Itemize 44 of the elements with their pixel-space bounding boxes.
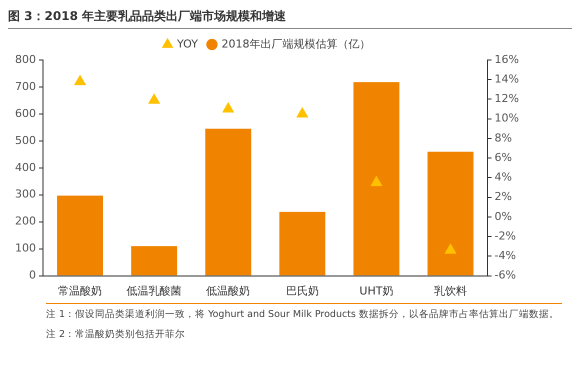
y2-tick-label: 2% bbox=[494, 190, 512, 204]
point bbox=[296, 107, 308, 118]
x-tick-label: 低温乳酸菌 bbox=[126, 284, 182, 298]
x-tick-label: 常温酸奶 bbox=[58, 284, 102, 298]
bar bbox=[279, 212, 326, 276]
y2-tick-label: -4% bbox=[494, 249, 516, 262]
y2-tick-label: -6% bbox=[494, 268, 516, 282]
y-tick-label: 500 bbox=[14, 134, 36, 147]
y-tick-label: 800 bbox=[14, 52, 36, 66]
x-tick-label: 巴氏奶 bbox=[286, 284, 319, 298]
bar bbox=[205, 128, 252, 276]
bar bbox=[428, 152, 474, 276]
x-tick-label: UHT奶 bbox=[359, 284, 394, 298]
y-tick-label: 600 bbox=[14, 106, 36, 120]
y2-tick-label: 0% bbox=[494, 210, 512, 223]
point bbox=[222, 102, 234, 113]
y2-tick-label: 10% bbox=[494, 112, 520, 125]
point bbox=[444, 244, 456, 254]
text: 注 1：假设同品类渠道利润一致，将 Yoghurt and Sour Milk Products 数据拆分，以各品牌市占率估算出厂端数据。 bbox=[46, 308, 560, 321]
text: 注 2：常温酸奶类别包括开菲尔 bbox=[46, 328, 186, 341]
y-tick-label: 700 bbox=[14, 80, 36, 93]
y2-tick-label: 16% bbox=[494, 52, 520, 66]
bar bbox=[131, 246, 178, 276]
y-tick-label: 100 bbox=[14, 242, 36, 255]
y2-tick-label: 14% bbox=[494, 72, 520, 86]
y-tick-label: 0 bbox=[28, 268, 36, 282]
y2-tick-label: -2% bbox=[494, 229, 516, 242]
y2-tick-label: 4% bbox=[494, 170, 512, 184]
x-tick-label: 低温酸奶 bbox=[206, 284, 250, 298]
y-tick-label: 300 bbox=[14, 188, 36, 201]
y-tick-label: 200 bbox=[14, 214, 36, 228]
point bbox=[148, 94, 160, 104]
y2-tick-label: 8% bbox=[494, 131, 512, 144]
y-tick-label: 400 bbox=[14, 160, 36, 174]
legend-label: YOY bbox=[176, 37, 198, 50]
y2-tick-label: 12% bbox=[494, 92, 520, 106]
y2-tick-label: 6% bbox=[494, 150, 512, 164]
x-tick-label: 乳饮料 bbox=[434, 284, 468, 298]
point bbox=[370, 176, 382, 186]
bar bbox=[57, 196, 104, 276]
legend-label: 2018年出厂端规模估算（亿） bbox=[221, 37, 370, 50]
bar bbox=[353, 82, 400, 276]
chart-title: 图 3：2018 年主要乳品品类出厂端市场规模和增速 bbox=[8, 8, 572, 29]
point bbox=[74, 75, 86, 86]
